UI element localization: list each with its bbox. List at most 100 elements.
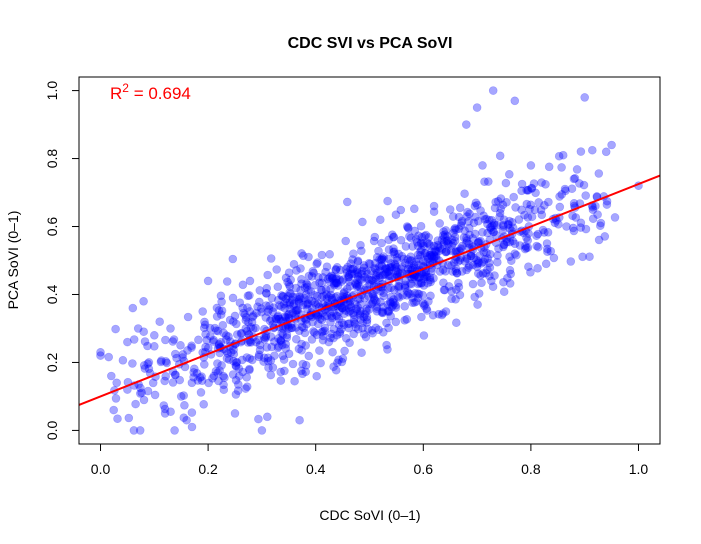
data-point	[390, 299, 399, 308]
data-point	[284, 268, 294, 278]
data-point	[349, 310, 359, 320]
data-point	[503, 273, 512, 283]
data-point	[444, 282, 454, 291]
data-point	[477, 278, 486, 288]
data-point	[245, 307, 254, 316]
data-point	[542, 244, 552, 254]
data-point	[424, 297, 433, 306]
data-point	[264, 305, 274, 314]
data-point	[375, 254, 384, 264]
data-point	[392, 262, 401, 272]
data-point	[457, 218, 466, 227]
data-point	[284, 312, 293, 322]
data-point	[327, 271, 336, 281]
data-point	[313, 319, 323, 329]
data-point	[390, 264, 400, 273]
data-point	[526, 267, 535, 277]
data-point	[217, 361, 226, 370]
data-point	[386, 292, 396, 302]
data-point	[387, 230, 397, 239]
data-point	[338, 303, 347, 313]
data-point	[111, 324, 120, 334]
y-tick-label: 0.6	[44, 217, 60, 237]
data-point	[453, 257, 463, 266]
data-point	[406, 256, 415, 265]
data-point	[386, 263, 395, 272]
data-point	[206, 331, 215, 341]
data-point	[465, 209, 474, 219]
data-point	[370, 263, 379, 273]
data-point	[447, 235, 457, 244]
data-point	[155, 317, 164, 327]
data-point	[576, 147, 586, 156]
data-point	[486, 223, 496, 232]
data-point	[321, 267, 330, 277]
data-point	[383, 267, 393, 277]
data-point	[585, 252, 594, 262]
data-point	[342, 197, 352, 207]
data-point	[307, 272, 317, 281]
data-point	[344, 273, 353, 282]
data-point	[427, 251, 436, 261]
data-point	[377, 238, 386, 248]
data-point	[571, 213, 581, 222]
data-point	[504, 170, 514, 179]
data-point	[274, 314, 283, 324]
data-point	[439, 285, 449, 295]
data-point	[567, 184, 577, 193]
data-point	[383, 284, 393, 293]
data-point	[266, 356, 276, 365]
data-point	[406, 289, 415, 299]
data-point	[460, 189, 469, 198]
data-point	[440, 232, 449, 242]
data-point	[278, 351, 288, 361]
data-point	[429, 241, 439, 251]
data-point	[517, 205, 526, 215]
data-point	[392, 253, 402, 262]
x-tick-label: 0.8	[521, 461, 541, 477]
data-point	[439, 240, 449, 249]
data-point	[385, 266, 394, 276]
data-point	[406, 233, 416, 243]
data-point	[364, 299, 374, 309]
data-point	[230, 409, 240, 418]
data-point	[317, 327, 327, 337]
data-point	[386, 283, 396, 293]
data-point	[170, 370, 180, 380]
data-point	[517, 186, 526, 196]
data-point	[602, 200, 612, 209]
data-point	[537, 178, 546, 187]
data-point	[276, 336, 285, 345]
data-point	[499, 240, 509, 250]
data-point	[261, 313, 271, 322]
data-point	[236, 329, 246, 338]
data-point	[332, 273, 341, 283]
data-point	[362, 315, 372, 325]
data-point	[212, 303, 222, 313]
data-point	[402, 290, 412, 300]
data-point	[251, 323, 260, 333]
data-point	[400, 315, 410, 325]
data-point	[281, 339, 291, 349]
data-point	[422, 252, 432, 261]
regression-line	[78, 174, 661, 406]
data-point	[302, 282, 312, 292]
data-point	[383, 300, 393, 309]
data-point	[383, 196, 392, 206]
data-point	[411, 297, 421, 306]
data-point	[334, 314, 344, 324]
data-point	[204, 343, 213, 353]
data-point	[462, 254, 472, 264]
data-point	[435, 219, 445, 228]
data-point	[205, 323, 215, 333]
data-point	[425, 251, 435, 260]
data-point	[486, 276, 496, 286]
data-point	[364, 258, 374, 268]
data-point	[327, 293, 337, 303]
data-point	[213, 368, 222, 378]
data-point	[474, 289, 484, 298]
data-point	[290, 376, 299, 386]
data-point	[568, 211, 577, 221]
y-tick-label: 0.2	[44, 353, 60, 373]
y-tick-label: 0.8	[44, 149, 60, 169]
